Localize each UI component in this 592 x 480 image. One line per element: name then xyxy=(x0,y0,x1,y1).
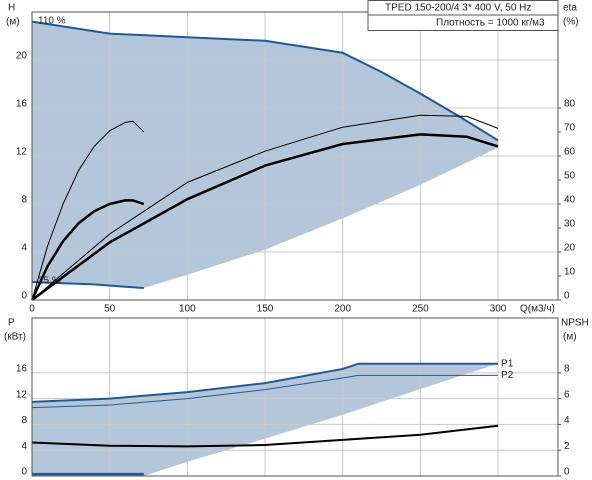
y-tick-label: 8 xyxy=(21,195,27,206)
y2-tick-label: 30 xyxy=(564,219,576,230)
x-tick-label: 0 xyxy=(29,304,35,315)
y2-tick-label: 0 xyxy=(564,291,570,302)
y2-tick-label: 60 xyxy=(564,147,576,158)
y2-axis-title: eta xyxy=(563,3,577,14)
y-tick-label: 4 xyxy=(21,243,27,254)
y2-axis-unit: (м) xyxy=(563,332,577,343)
x-tick-label: 250 xyxy=(412,304,429,315)
y-tick-label: 0 xyxy=(21,467,27,478)
y2-tick-label: 0 xyxy=(564,467,570,478)
y-tick-label: 16 xyxy=(16,363,28,374)
y-axis-unit: (кВт) xyxy=(4,332,26,343)
y2-tick-label: 4 xyxy=(564,415,570,426)
curve xyxy=(31,424,499,448)
y2-tick-label: 70 xyxy=(564,123,576,134)
y2-tick-label: 50 xyxy=(564,171,576,182)
upper-frame xyxy=(31,11,559,301)
y2-axis-unit: (%) xyxy=(563,17,579,28)
curve xyxy=(30,199,145,301)
y2-tick-label: 10 xyxy=(564,267,576,278)
curve xyxy=(31,374,499,409)
curve xyxy=(31,362,499,403)
annotation: 25 % xyxy=(38,276,61,287)
y-axis-unit: (м) xyxy=(6,17,20,28)
y-tick-label: 16 xyxy=(16,99,28,110)
y-tick-label: 4 xyxy=(21,441,27,452)
y-axis-title: P xyxy=(8,318,15,329)
x-tick-label: 200 xyxy=(334,304,351,315)
y2-tick-label: 6 xyxy=(564,389,570,400)
annotation: 110 % xyxy=(38,16,66,27)
x-tick-label: 100 xyxy=(179,304,196,315)
x-tick-label: 50 xyxy=(104,304,116,315)
y2-tick-label: 2 xyxy=(564,441,570,452)
y2-tick-label: 40 xyxy=(564,195,576,206)
curve xyxy=(31,20,499,142)
y-tick-label: 8 xyxy=(21,415,27,426)
lower-frame xyxy=(31,317,559,477)
x-tick-label: 300 xyxy=(490,304,507,315)
curve xyxy=(31,114,499,301)
y-axis-title: H xyxy=(8,3,15,14)
chart-subtitle: Плотность = 1000 кг/м3 xyxy=(436,18,545,29)
chart-title: TPED 150-200/4 3* 400 V, 50 Hz xyxy=(385,3,531,14)
x-axis-title: Q(м3/ч) xyxy=(520,304,555,315)
series-label: P1 xyxy=(501,358,514,369)
series-label: P2 xyxy=(501,370,514,381)
y2-tick-label: 20 xyxy=(564,243,576,254)
y-tick-label: 20 xyxy=(16,51,28,62)
y2-axis-title: NPSH xyxy=(561,318,589,329)
x-tick-label: 150 xyxy=(257,304,274,315)
y-tick-label: 12 xyxy=(16,147,28,158)
curve xyxy=(31,133,499,302)
y-tick-label: 12 xyxy=(16,389,28,400)
y-tick-label: 0 xyxy=(21,291,27,302)
y2-tick-label: 8 xyxy=(564,363,570,374)
curve xyxy=(31,120,145,301)
y2-tick-label: 80 xyxy=(564,99,576,110)
